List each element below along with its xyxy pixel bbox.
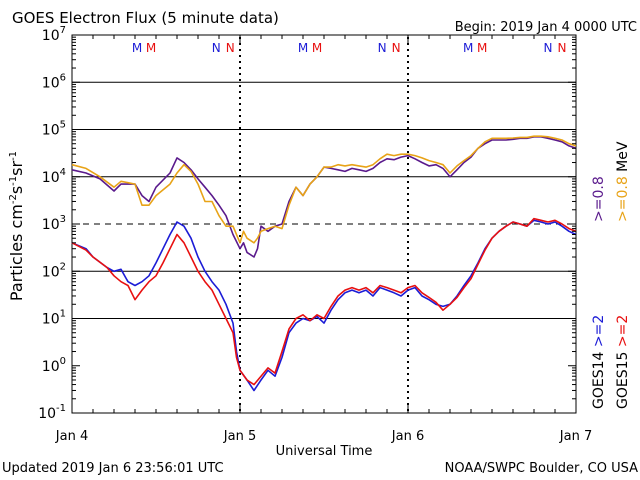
y-tick-label: 103 xyxy=(42,214,66,233)
x-tick-label: Jan 4 xyxy=(55,429,88,444)
series-line xyxy=(71,136,577,258)
marker-letter: M xyxy=(298,41,308,55)
legend-entry: GOES15 >=2 xyxy=(615,315,631,409)
marker-letter: N xyxy=(226,41,235,55)
y-tick-label: 107 xyxy=(42,25,66,44)
legend: GOES14 >=2 GOES15 >=2 >=0.8 >=0.8 MeV xyxy=(591,141,631,409)
series-group xyxy=(71,135,577,392)
marker-letter: M xyxy=(132,41,142,55)
y-axis: 107 106 105 104 103 102 101 100 10-1 xyxy=(38,25,576,422)
y-tick-label: 10-1 xyxy=(38,403,66,422)
x-axis: Jan 4 Jan 5 Jan 6 Jan 7 xyxy=(55,35,592,444)
y-tick-label: 101 xyxy=(42,309,66,328)
credit-text: NOAA/SWPC Boulder, CO USA xyxy=(445,461,638,476)
x-tick-label: Jan 6 xyxy=(391,429,424,444)
marker-letter: M xyxy=(477,41,487,55)
marker-letter: M xyxy=(463,41,473,55)
series-line xyxy=(71,219,577,392)
x-tick-label: Jan 7 xyxy=(559,429,592,444)
y-tick-label: 102 xyxy=(42,261,66,280)
marker-letter: N xyxy=(558,41,567,55)
series-line xyxy=(71,135,577,244)
gridlines xyxy=(72,37,576,411)
series-line xyxy=(71,217,577,386)
legend-entry: GOES14 >=2 xyxy=(591,315,607,409)
marker-letter: M xyxy=(146,41,156,55)
y-tick-label: 106 xyxy=(42,72,66,91)
x-axis-label: Universal Time xyxy=(276,444,373,459)
marker-letter: N xyxy=(378,41,387,55)
marker-letter: N xyxy=(392,41,401,55)
y-tick-label: 104 xyxy=(42,167,66,186)
y-axis-label: Particles cm-2s-1sr-1 xyxy=(7,151,26,301)
x-tick-label: Jan 5 xyxy=(223,429,256,444)
y-tick-label: 100 xyxy=(42,356,66,375)
plot-frame xyxy=(71,34,577,414)
y-tick-label: 105 xyxy=(42,120,66,139)
updated-timestamp: Updated 2019 Jan 6 23:56:01 UTC xyxy=(2,461,224,476)
legend-entry: >=0.8 xyxy=(591,176,607,222)
marker-letter: N xyxy=(544,41,553,55)
marker-letter: N xyxy=(212,41,221,55)
chart-title: GOES Electron Flux (5 minute data) xyxy=(12,9,279,27)
legend-entry: >=0.8 MeV xyxy=(615,141,631,222)
begin-time: Begin: 2019 Jan 4 0000 UTC xyxy=(455,20,637,35)
marker-letter: M xyxy=(312,41,322,55)
